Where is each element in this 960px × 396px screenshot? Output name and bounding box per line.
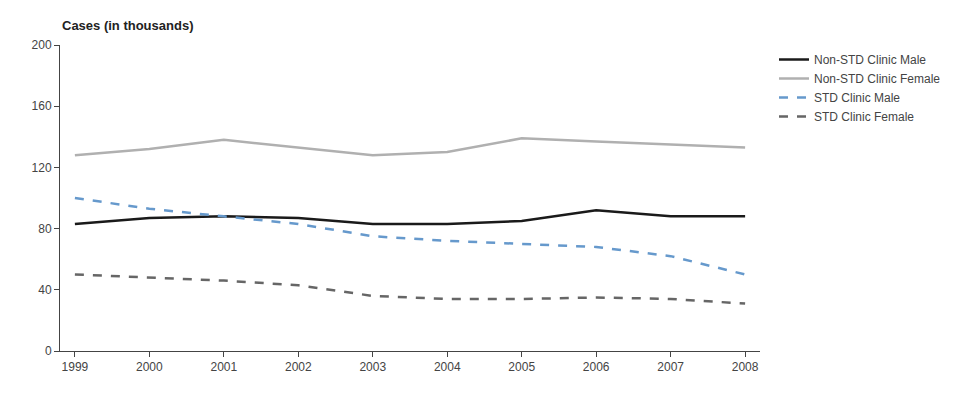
svg-text:2004: 2004 xyxy=(434,360,461,374)
svg-text:2005: 2005 xyxy=(508,360,535,374)
svg-text:80: 80 xyxy=(38,222,52,236)
svg-text:0: 0 xyxy=(45,344,52,358)
svg-text:2003: 2003 xyxy=(359,360,386,374)
svg-text:STD Clinic Female: STD Clinic Female xyxy=(814,110,914,124)
svg-text:Non-STD Clinic Male: Non-STD Clinic Male xyxy=(814,53,926,67)
svg-text:200: 200 xyxy=(32,38,52,52)
svg-text:2001: 2001 xyxy=(210,360,237,374)
svg-text:120: 120 xyxy=(32,161,52,175)
svg-text:2008: 2008 xyxy=(732,360,759,374)
svg-text:2006: 2006 xyxy=(583,360,610,374)
svg-text:1999: 1999 xyxy=(62,360,89,374)
svg-text:40: 40 xyxy=(38,283,52,297)
svg-text:2000: 2000 xyxy=(136,360,163,374)
svg-text:2007: 2007 xyxy=(657,360,684,374)
svg-text:Non-STD Clinic Female: Non-STD Clinic Female xyxy=(814,72,940,86)
svg-text:STD Clinic Male: STD Clinic Male xyxy=(814,91,900,105)
svg-text:2002: 2002 xyxy=(285,360,312,374)
svg-text:160: 160 xyxy=(32,99,52,113)
svg-text:Cases (in thousands): Cases (in thousands) xyxy=(62,18,193,33)
